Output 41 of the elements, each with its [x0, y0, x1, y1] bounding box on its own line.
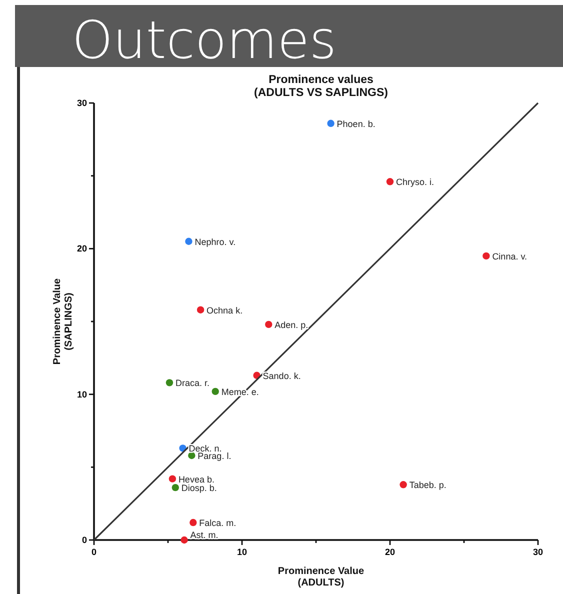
x-tick-label: 30 [532, 547, 544, 557]
point [180, 536, 188, 544]
chart-title: Prominence values (ADULTS VS SAPLINGS) [254, 74, 388, 100]
annotation: Falca. m. [199, 518, 236, 528]
point [327, 120, 334, 127]
annotation: Nephro. v. [194, 236, 236, 247]
annotation: Parag. l. [198, 451, 232, 462]
point [185, 238, 192, 245]
y-tick-label: 10 [76, 389, 87, 400]
point [190, 518, 197, 526]
annotation: Chryso. i. [396, 177, 434, 188]
x-tick-label: 0 [91, 547, 97, 557]
annotation: Draca. r. [175, 378, 210, 388]
point [166, 379, 174, 386]
annotation: Aden. p. [274, 320, 308, 330]
x-tick-label: 20 [384, 547, 396, 557]
annotation: Sando. k. [262, 370, 301, 381]
point [172, 484, 179, 492]
annotation: Tabeb. p. [409, 480, 446, 490]
text: Outcomes [72, 11, 336, 71]
annotation: Cinna. v. [492, 251, 528, 262]
annotation: Ast. m. [190, 530, 218, 540]
y-tick-label: 30 [76, 98, 87, 108]
point [265, 320, 272, 328]
point [482, 252, 490, 260]
x-tick-label: 10 [236, 547, 248, 557]
point [386, 178, 394, 186]
point [196, 306, 204, 314]
point [168, 475, 176, 482]
annotation: Deck. n. [188, 444, 222, 454]
annotation: Hevea b. [178, 474, 214, 484]
y-tick-label: 0 [82, 535, 87, 545]
point [212, 388, 219, 396]
point [188, 452, 196, 460]
annotation: Diosp. b. [181, 483, 217, 494]
annotation: Ochna k. [206, 305, 243, 316]
y-tick-label: 20 [76, 244, 87, 254]
y-axis-title: Prominence Value (SAPLINGS) [52, 278, 74, 365]
x-axis-title: Prominence Value (ADULTS) [278, 566, 365, 588]
point [400, 481, 407, 488]
annotation: Phoen. b. [336, 118, 376, 129]
